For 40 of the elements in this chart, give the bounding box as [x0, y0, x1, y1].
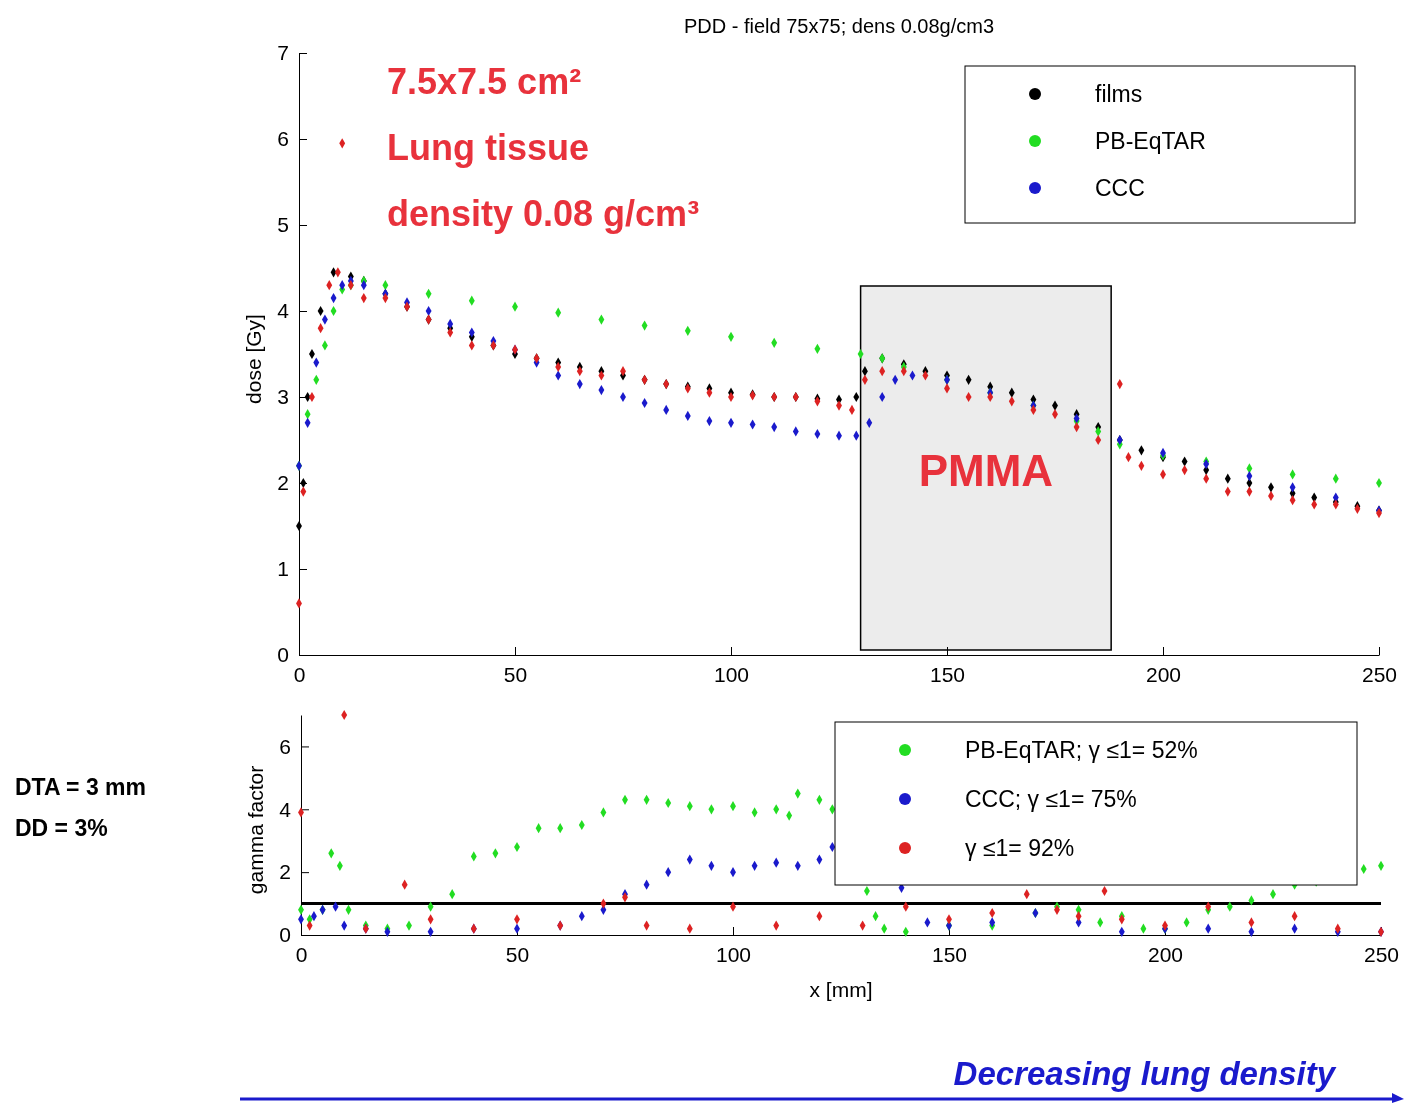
band-label: PMMA: [918, 446, 1054, 495]
y-axis-title: dose [Gy]: [242, 314, 265, 404]
legend-label: PB-EqTAR; γ ≤1= 52%: [965, 737, 1198, 763]
y-axis-title: gamma factor: [244, 765, 267, 895]
x-axis-title: x [mm]: [809, 978, 873, 1001]
x-tick-label: 250: [1363, 942, 1400, 966]
y-tick-label: 4: [277, 299, 290, 323]
x-tick-label: 50: [503, 662, 528, 686]
legend-label: γ ≤1= 92%: [965, 835, 1075, 861]
x-tick-label: 150: [929, 662, 966, 686]
legend-label: PB-EqTAR: [1095, 128, 1206, 154]
y-tick-label: 3: [277, 385, 289, 409]
legend-label: CCC: [1095, 175, 1145, 201]
text: Decreasing lung density: [953, 1055, 1337, 1092]
y-tick-label: 0: [277, 643, 289, 667]
x-tick-label: 150: [931, 942, 968, 966]
x-tick-label: 100: [713, 662, 750, 686]
y-tick-label: 1: [277, 557, 289, 581]
y-tick-label: 2: [279, 860, 291, 884]
y-tick-label: 6: [277, 127, 289, 151]
y-tick-label: 6: [279, 734, 291, 758]
annotation: 7.5x7.5 cm²: [387, 61, 582, 102]
x-tick-label: 50: [505, 942, 530, 966]
x-tick-label: 200: [1147, 942, 1184, 966]
y-tick-label: 2: [277, 471, 289, 495]
legend-label: CCC; γ ≤1= 75%: [965, 786, 1137, 812]
text: DD = 3%: [15, 815, 108, 841]
x-tick-label: 250: [1361, 662, 1398, 686]
chart-title: PDD - field 75x75; dens 0.08g/cm3: [683, 15, 995, 37]
x-tick-label: 0: [295, 942, 308, 966]
text: DTA = 3 mm: [15, 774, 147, 800]
annotation: Lung tissue: [387, 127, 590, 168]
legend-label: films: [1095, 81, 1143, 107]
y-tick-label: 5: [277, 213, 289, 237]
x-tick-label: 100: [715, 942, 752, 966]
x-tick-label: 200: [1145, 662, 1182, 686]
y-tick-label: 7: [277, 41, 289, 65]
annotation: density 0.08 g/cm³: [387, 193, 700, 234]
y-tick-label: 0: [279, 923, 291, 947]
y-tick-label: 4: [279, 797, 292, 821]
